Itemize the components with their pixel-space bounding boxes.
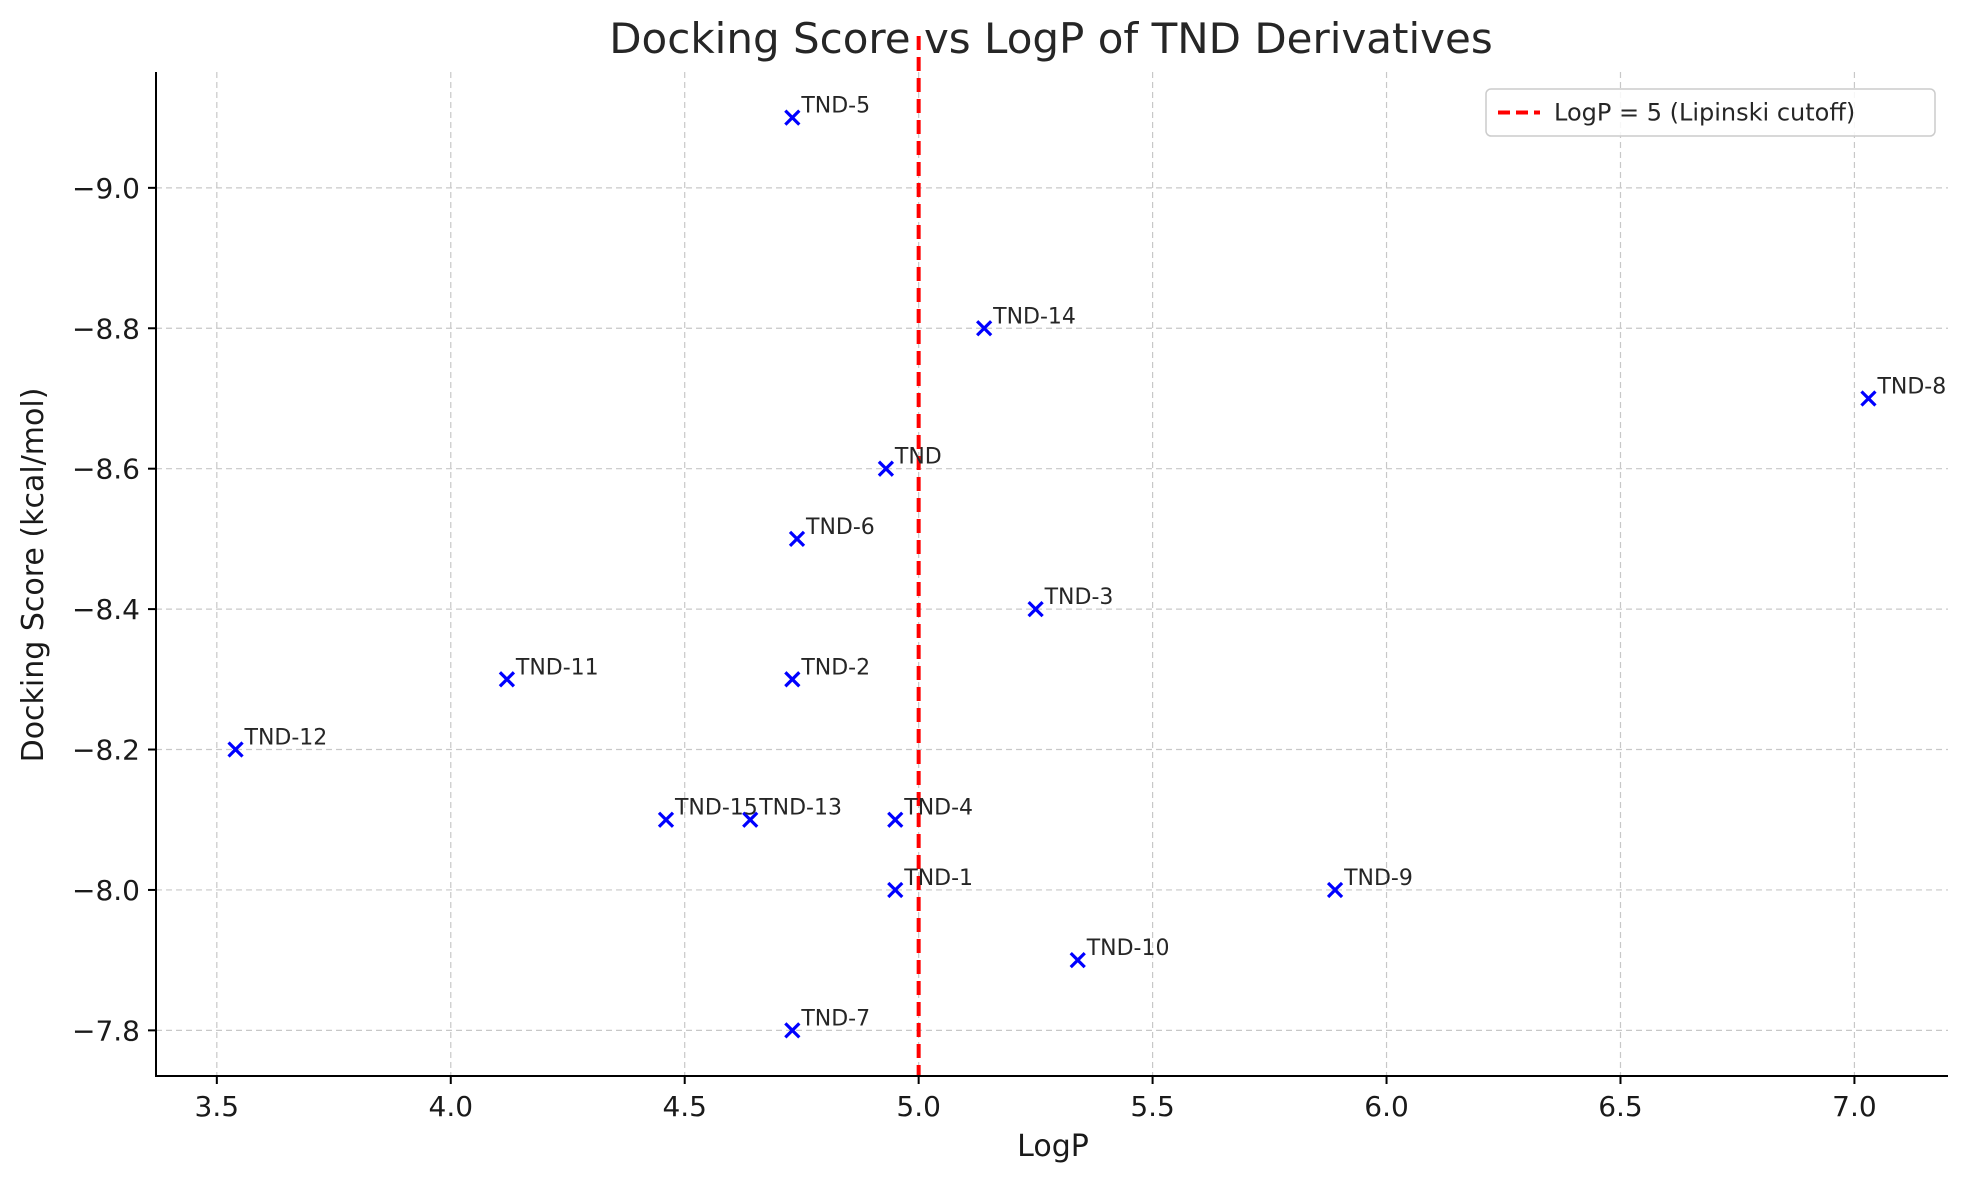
point-label: TND-11: [515, 655, 599, 680]
point-label: TND-14: [992, 304, 1076, 329]
legend-box: [1485, 88, 1936, 137]
point-label: TND-7: [800, 1006, 870, 1031]
data-point: TND-6: [788, 515, 875, 548]
data-point: TND-15: [657, 796, 758, 828]
x-tick-label: 6.5: [1598, 1090, 1643, 1123]
y-tick-label: −8.2: [72, 734, 140, 767]
data-point: TND-8: [1860, 374, 1946, 407]
point-label: TND-6: [805, 515, 875, 540]
point-label: TND-8: [1876, 374, 1946, 399]
data-point: TND-10: [1069, 936, 1170, 969]
point-marker-x: [976, 320, 993, 337]
point-label: TND-1: [903, 866, 973, 891]
y-tick-label: −8.6: [72, 453, 140, 486]
data-point: TND-2: [784, 655, 870, 688]
point-marker-x: [784, 109, 801, 126]
point-marker-x: [784, 1022, 801, 1039]
legend-label: LogP = 5 (Lipinski cutoff): [1554, 99, 1855, 127]
legend: LogP = 5 (Lipinski cutoff): [1485, 88, 1936, 137]
point-marker-x: [227, 741, 244, 758]
point-label: TND-3: [1044, 585, 1114, 610]
x-tick-label: 6.0: [1364, 1090, 1409, 1123]
point-marker-x: [1326, 881, 1344, 899]
x-tick-label: 3.5: [195, 1090, 240, 1123]
grid-layer: [156, 72, 1948, 1076]
y-tick-label: −7.8: [72, 1014, 140, 1047]
data-point: TND-5: [784, 94, 870, 126]
data-point: TND-4: [887, 796, 973, 828]
x-tick-label: 5.5: [1130, 1090, 1175, 1123]
axes-layer: 3.5 4.0 4.5 5.0 5.5 6.0 6.5 7.0 −9.0 −8.8 −8.6 −8.4…: [72, 72, 1948, 1123]
data-point: TND-9: [1326, 866, 1413, 899]
point-label: TND-4: [903, 796, 973, 821]
data-point: TND-7: [784, 1006, 870, 1039]
points-layer: TND TND-1 TND-2 TND-3 TND-4 TND-5 TND-6 TND-7 TN…: [227, 94, 1946, 1039]
point-label: TND-9: [1343, 866, 1413, 891]
x-tick-label: 5.0: [896, 1090, 941, 1123]
point-label: TND-15: [674, 796, 758, 821]
point-marker-x: [887, 881, 904, 899]
point-marker-x: [742, 811, 759, 828]
chart-title: Docking Score vs LogP of TND Derivatives: [609, 14, 1493, 63]
y-tick-label: −8.8: [72, 312, 140, 345]
x-tick-label: 4.5: [662, 1090, 707, 1123]
point-label: TND-5: [800, 94, 870, 119]
point-marker-x: [498, 671, 516, 688]
axis-spines: [155, 72, 1948, 1077]
point-label: TND-12: [244, 726, 328, 751]
point-marker-x: [877, 460, 895, 477]
point-label: TND-13: [758, 796, 842, 821]
point-label: TND: [894, 445, 942, 470]
point-marker-x: [1027, 600, 1044, 618]
point-marker-x: [788, 530, 806, 548]
data-point: TND-3: [1027, 585, 1114, 618]
y-tick-label: −8.4: [72, 593, 140, 626]
x-axis-label: LogP: [1017, 1129, 1089, 1164]
data-point: TND-13: [742, 796, 842, 828]
x-tick-label: 4.0: [429, 1090, 474, 1123]
data-point: TND-1: [887, 866, 973, 899]
y-tick-label: −9.0: [72, 172, 140, 205]
point-marker-x: [784, 671, 801, 688]
point-label: TND-2: [800, 655, 870, 680]
point-marker-x: [887, 811, 904, 828]
data-point: TND-11: [498, 655, 599, 688]
point-marker-x: [1069, 952, 1086, 969]
data-point: TND: [877, 445, 942, 477]
data-point: TND-12: [227, 726, 328, 758]
y-axis-label: Docking Score (kcal/mol): [16, 388, 51, 763]
point-marker-x: [657, 811, 675, 828]
point-label: TND-10: [1086, 936, 1170, 961]
point-marker-x: [1860, 390, 1877, 407]
x-tick-label: 7.0: [1832, 1090, 1877, 1123]
data-point: TND-14: [976, 304, 1076, 337]
y-tick-label: −8.0: [72, 874, 140, 907]
